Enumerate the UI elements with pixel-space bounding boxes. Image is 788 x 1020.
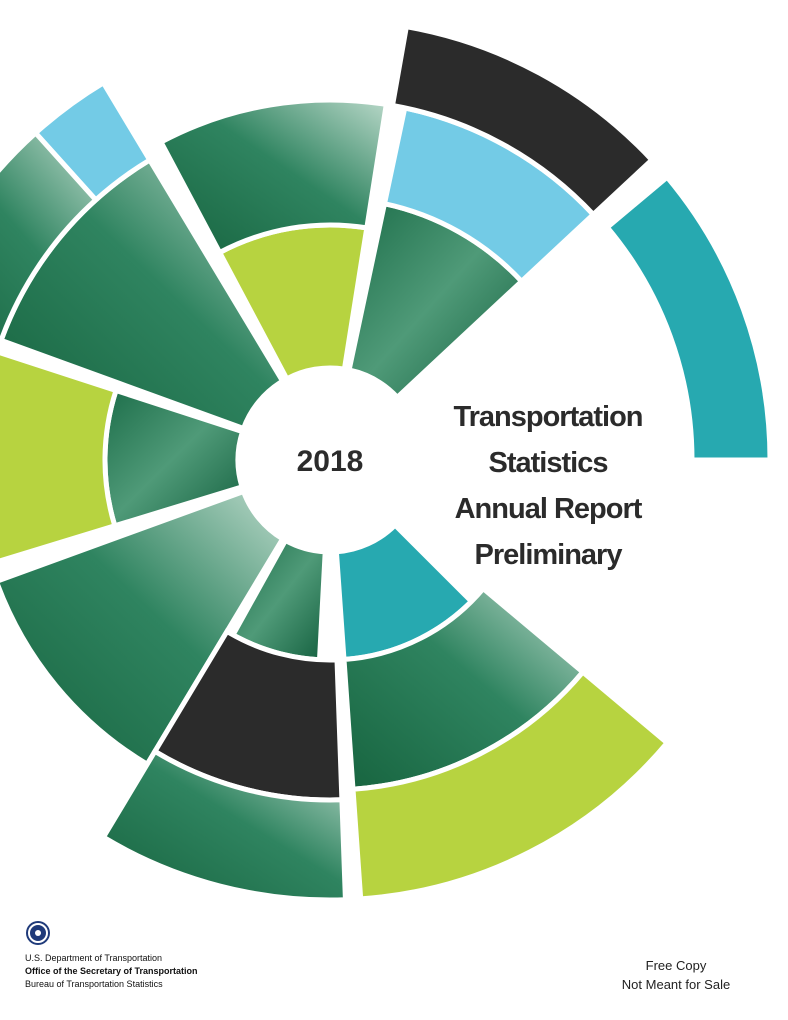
wheel-graphic bbox=[0, 23, 773, 903]
bureau: Bureau of Transportation Statistics bbox=[25, 979, 163, 989]
wheel-segment bbox=[350, 668, 671, 902]
wheel-segment bbox=[0, 129, 100, 344]
department: U.S. Department of Transportation bbox=[25, 953, 162, 963]
report-year: 2018 bbox=[297, 445, 364, 478]
notice-line: Free Copy bbox=[646, 958, 707, 973]
report-title: Transportation Statistics Annual Report … bbox=[453, 401, 643, 571]
title-line: Annual Report bbox=[455, 493, 643, 525]
title-line: Preliminary bbox=[475, 539, 623, 571]
wheel-segment bbox=[32, 79, 154, 204]
wheel-segment bbox=[157, 97, 390, 256]
title-line: Statistics bbox=[489, 447, 608, 479]
title-line: Transportation bbox=[453, 401, 642, 433]
office: Office of the Secretary of Transportatio… bbox=[25, 966, 198, 976]
wheel-segment bbox=[0, 350, 120, 564]
wheel-segment bbox=[389, 23, 656, 219]
wheel-segment bbox=[99, 747, 348, 903]
wheel-segment bbox=[603, 173, 773, 463]
wheel-segment bbox=[0, 488, 287, 768]
notice-line: Not Meant for Sale bbox=[622, 977, 730, 992]
dot-logo bbox=[26, 921, 50, 945]
center-circle bbox=[238, 368, 422, 552]
